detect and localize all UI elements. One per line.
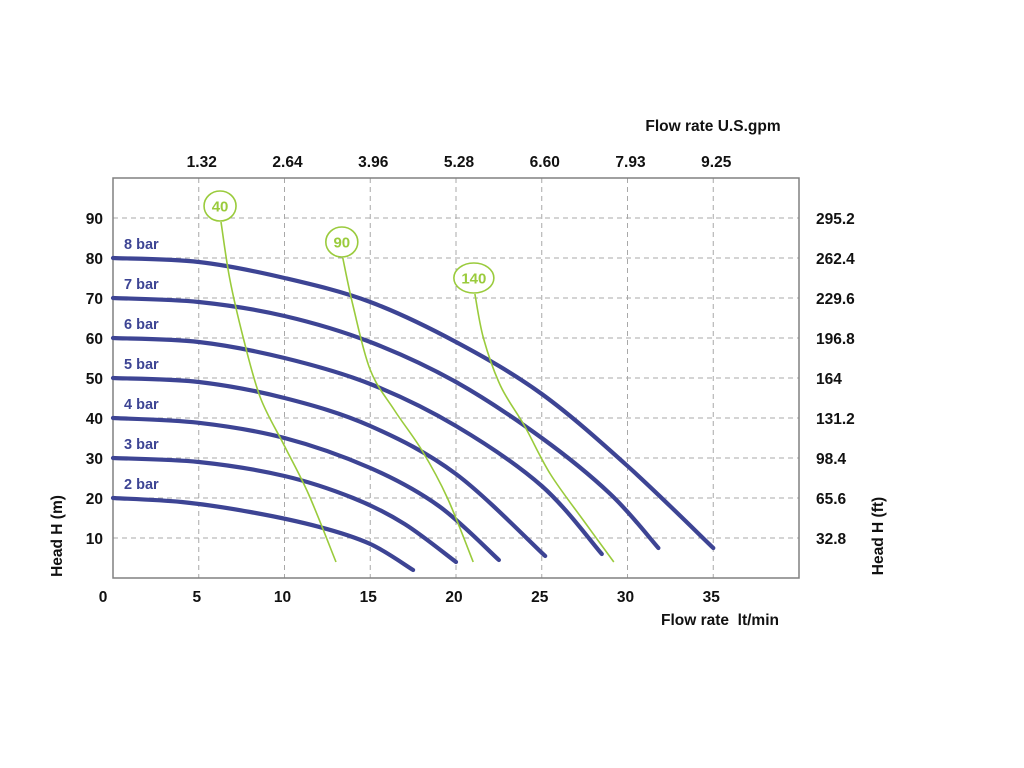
x-top-tick-label: 2.64	[272, 154, 303, 171]
y-left-tick-label: 50	[86, 371, 103, 388]
y-right-tick-label: 295.2	[816, 211, 855, 228]
x-bottom-tick-label: 0	[99, 589, 108, 606]
x-bottom-tick-label: 25	[531, 589, 549, 606]
series-line-4-bar	[110, 415, 501, 563]
iso-line-bubble	[325, 226, 359, 258]
series-label: 4 bar	[124, 397, 159, 413]
y-right-axis-title: Head H (ft)	[870, 497, 887, 575]
x-bottom-axis-title: Flow rate lt/min	[661, 612, 779, 629]
iso-line-label: 90	[333, 235, 350, 252]
series-label: 6 bar	[124, 317, 159, 333]
grid	[113, 178, 799, 578]
y-left-tick-label: 60	[86, 331, 103, 348]
iso-line-bubble	[203, 190, 237, 222]
x-bottom-tick-label: 10	[274, 589, 291, 606]
x-top-tick-label: 5.28	[444, 154, 475, 171]
x-top-tick-label: 9.25	[701, 154, 732, 171]
iso-line-label: 140	[461, 271, 486, 288]
series-line-7-bar	[110, 295, 661, 551]
x-top-tick-label: 7.93	[615, 154, 646, 171]
iso-line-label: 40	[212, 199, 229, 216]
x-bottom-tick-label: 20	[445, 589, 462, 606]
x-bottom-tick-label: 15	[360, 589, 378, 606]
series-label: 3 bar	[124, 437, 159, 453]
y-left-tick-label: 40	[86, 411, 103, 428]
y-right-tick-label: 32.8	[816, 531, 847, 548]
series-label: 5 bar	[124, 357, 159, 373]
y-right-tick-label: 196.8	[816, 331, 855, 348]
series-line-2-bar	[110, 495, 416, 573]
series-line-3-bar	[110, 455, 459, 565]
y-left-tick-label: 80	[86, 251, 103, 268]
y-right-tick-label: 229.6	[816, 291, 855, 308]
x-bottom-tick-label: 30	[617, 589, 634, 606]
series-label: 8 bar	[124, 237, 159, 253]
x-top-tick-label: 6.60	[530, 154, 560, 171]
y-left-tick-label: 10	[86, 531, 103, 548]
y-right-tick-label: 98.4	[816, 451, 847, 468]
y-left-tick-label: 70	[86, 291, 103, 308]
y-left-tick-label: 30	[86, 451, 103, 468]
iso-line-90	[342, 257, 474, 563]
series-line-5-bar	[110, 375, 548, 559]
y-right-tick-label: 262.4	[816, 251, 855, 268]
iso-line-bubble	[453, 262, 495, 294]
y-right-tick-label: 65.6	[816, 491, 847, 508]
x-top-tick-label: 1.32	[187, 154, 217, 171]
y-left-tick-label: 20	[86, 491, 103, 508]
iso-line-140	[474, 293, 615, 563]
series-label: 7 bar	[124, 277, 159, 293]
series-line-6-bar	[110, 335, 604, 557]
x-top-tick-label: 3.96	[358, 154, 389, 171]
y-right-tick-label: 131.2	[816, 411, 855, 428]
x-bottom-tick-label: 35	[703, 589, 721, 606]
series-line-8-bar	[110, 255, 716, 551]
y-left-axis-title: Head H (m)	[49, 495, 66, 577]
x-top-axis-title: Flow rate U.S.gpm	[645, 118, 780, 135]
iso-line-layer: 40 90 140	[203, 190, 615, 563]
iso-line-40	[220, 221, 337, 563]
x-bottom-tick-label: 5	[192, 589, 201, 606]
series-layer: 2 bar 3 bar 4 bar 5 bar 6 bar 7 bar 8 bar	[110, 237, 716, 573]
series-label: 2 bar	[124, 477, 159, 493]
y-right-tick-label: 164	[816, 371, 842, 388]
y-left-tick-label: 90	[86, 211, 103, 228]
tick-labels: 0 5 10 15 20 25 30 35 1.32 2.64 3.96 5.28 6.60 7.93 9.…	[86, 154, 855, 606]
